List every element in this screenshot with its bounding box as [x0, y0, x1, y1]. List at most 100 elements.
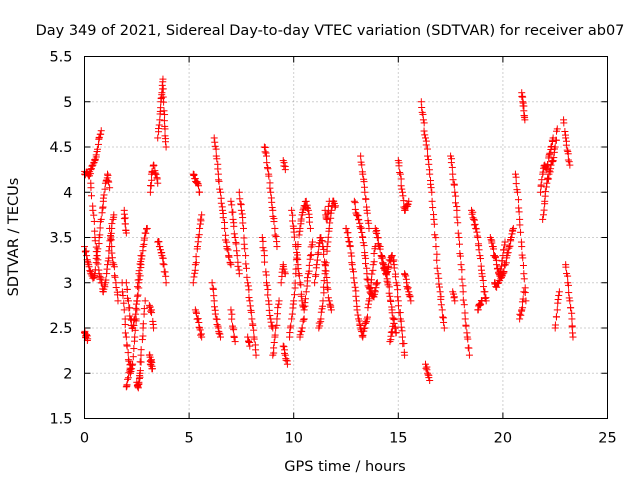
data-point [516, 310, 524, 318]
data-point [216, 188, 224, 196]
data-point [281, 346, 289, 354]
data-point [210, 297, 218, 305]
x-tick-label: 25 [598, 431, 616, 447]
data-point [366, 295, 374, 303]
data-point [499, 252, 507, 260]
data-point [306, 224, 314, 232]
data-point [388, 309, 396, 317]
data-point [314, 249, 322, 257]
data-point [327, 306, 335, 314]
data-point [125, 369, 133, 377]
data-point [515, 204, 523, 212]
data-point [221, 224, 229, 232]
data-point [85, 263, 93, 271]
data-point [134, 291, 142, 299]
data-point [456, 252, 464, 260]
data-point [114, 297, 122, 305]
data-point [537, 188, 545, 196]
data-point [500, 246, 508, 254]
data-point [267, 318, 275, 326]
data-point [301, 299, 309, 307]
data-point [90, 217, 98, 225]
data-point [92, 248, 100, 256]
data-point [294, 265, 302, 273]
data-point [262, 268, 270, 276]
data-point [136, 367, 144, 375]
data-point [342, 225, 350, 233]
data-point [323, 215, 331, 223]
x-tick-label: 20 [494, 431, 512, 447]
data-point [433, 250, 441, 258]
data-point [563, 146, 571, 154]
data-point [107, 236, 115, 244]
data-point [423, 366, 431, 374]
data-point [287, 322, 295, 330]
data-point [296, 224, 304, 232]
data-point [298, 324, 306, 332]
data-point [100, 191, 108, 199]
data-point [564, 150, 572, 158]
data-point [331, 203, 339, 211]
data-point [121, 329, 129, 337]
data-point [288, 315, 296, 323]
data-point [112, 284, 120, 292]
data-point [134, 276, 142, 284]
data-point [358, 161, 366, 169]
data-point [405, 197, 413, 205]
data-point [433, 256, 441, 264]
data-point [376, 245, 384, 253]
data-point [120, 215, 128, 223]
data-point [450, 181, 458, 189]
data-point [250, 335, 258, 343]
data-point [565, 158, 573, 166]
data-point [90, 211, 98, 219]
data-point [365, 224, 373, 232]
data-point [312, 271, 320, 279]
data-point [122, 229, 130, 237]
data-point [92, 151, 100, 159]
data-point [537, 181, 545, 189]
tick-labels: 1.5 2 2.5 3 3.5 4 4.5 5 5.5 0 5 10 15 20 25 [49, 50, 616, 447]
data-point [478, 272, 486, 280]
data-point [344, 234, 352, 241]
data-point [142, 229, 150, 237]
data-point [309, 238, 317, 246]
data-point [514, 196, 522, 204]
data-point [267, 188, 275, 196]
data-point [232, 240, 240, 248]
data-point [539, 215, 547, 223]
data-point [224, 246, 232, 254]
data-point [517, 311, 525, 319]
data-point [233, 252, 241, 260]
data-point [364, 300, 372, 308]
data-point [364, 276, 372, 284]
data-point [519, 254, 527, 262]
data-point [475, 246, 483, 254]
data-point [385, 283, 393, 291]
data-point [438, 306, 446, 314]
data-point [124, 297, 132, 305]
data-point [191, 269, 199, 277]
data-point [361, 188, 369, 196]
data-point [306, 218, 314, 226]
data-point [488, 239, 496, 247]
y-tick-label: 1.5 [49, 412, 72, 428]
data-point [371, 287, 379, 295]
data-point [97, 215, 105, 223]
data-point [106, 224, 114, 232]
data-point [260, 252, 268, 260]
x-tick-label: 15 [389, 431, 407, 447]
data-point [351, 199, 359, 207]
data-point [230, 333, 238, 341]
data-point [141, 297, 149, 305]
data-point [356, 223, 364, 231]
data-point [263, 152, 271, 160]
data-point [228, 201, 236, 209]
data-point [233, 247, 241, 255]
data-point [388, 252, 396, 260]
data-point [120, 299, 128, 307]
data-point [397, 175, 405, 183]
data-point [407, 297, 415, 305]
data-point [419, 116, 427, 124]
data-point [564, 281, 572, 289]
